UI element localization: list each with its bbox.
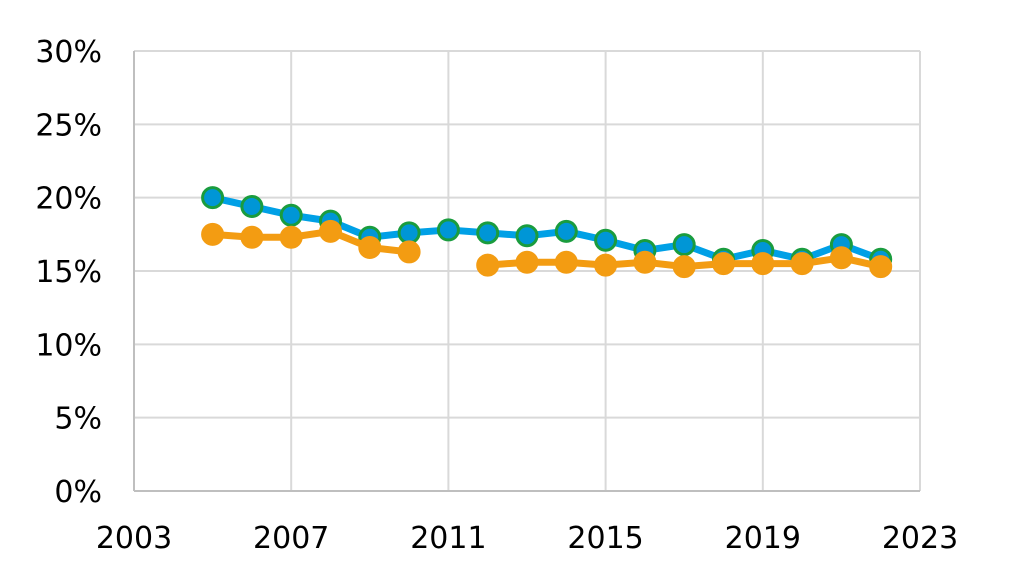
- data-point: [594, 228, 618, 252]
- data-point: [279, 203, 303, 227]
- y-tick-label: 30%: [35, 35, 102, 70]
- data-point: [751, 252, 775, 276]
- data-point: [436, 218, 460, 242]
- x-tick-labels: 2003 2007 2011 2015 2019 2023: [96, 521, 958, 556]
- grid: [134, 50, 921, 491]
- data-point: [201, 222, 225, 246]
- data-point: [515, 224, 539, 248]
- x-tick-label: 2023: [882, 521, 958, 556]
- series-line: [209, 194, 885, 263]
- data-point: [319, 219, 342, 243]
- y-tick-label: 0%: [54, 475, 102, 510]
- data-point: [397, 221, 421, 245]
- data-point: [829, 246, 853, 270]
- data-point: [790, 252, 814, 276]
- x-tick-label: 2011: [410, 521, 486, 556]
- series-1: [201, 186, 893, 271]
- data-point: [869, 255, 893, 279]
- x-tick-label: 2003: [96, 521, 172, 556]
- x-tick-label: 2015: [567, 521, 643, 556]
- data-point: [594, 253, 618, 277]
- data-point: [240, 225, 264, 249]
- data-point: [554, 219, 578, 243]
- data-point: [672, 233, 696, 257]
- data-point: [279, 225, 303, 249]
- axes: [133, 51, 920, 492]
- data-point: [201, 186, 225, 210]
- data-point: [476, 253, 500, 277]
- x-tick-label: 2007: [253, 521, 329, 556]
- series-2: [201, 219, 893, 279]
- data-point: [554, 250, 578, 274]
- y-tick-label: 5%: [54, 402, 102, 437]
- data-point: [672, 255, 696, 279]
- y-tick-labels: 0% 5% 10% 15% 20% 25% 30%: [35, 35, 102, 510]
- data-point: [358, 236, 382, 260]
- data-point: [476, 221, 500, 245]
- y-tick-label: 10%: [35, 328, 102, 363]
- data-point: [712, 252, 735, 276]
- data-point: [397, 240, 421, 264]
- data-point: [515, 250, 539, 274]
- data-point: [240, 194, 264, 218]
- y-tick-label: 20%: [35, 182, 102, 217]
- y-tick-label: 15%: [35, 255, 102, 290]
- y-tick-label: 25%: [35, 108, 102, 143]
- series-group: [201, 186, 893, 279]
- x-tick-label: 2019: [725, 521, 801, 556]
- data-point: [633, 250, 657, 274]
